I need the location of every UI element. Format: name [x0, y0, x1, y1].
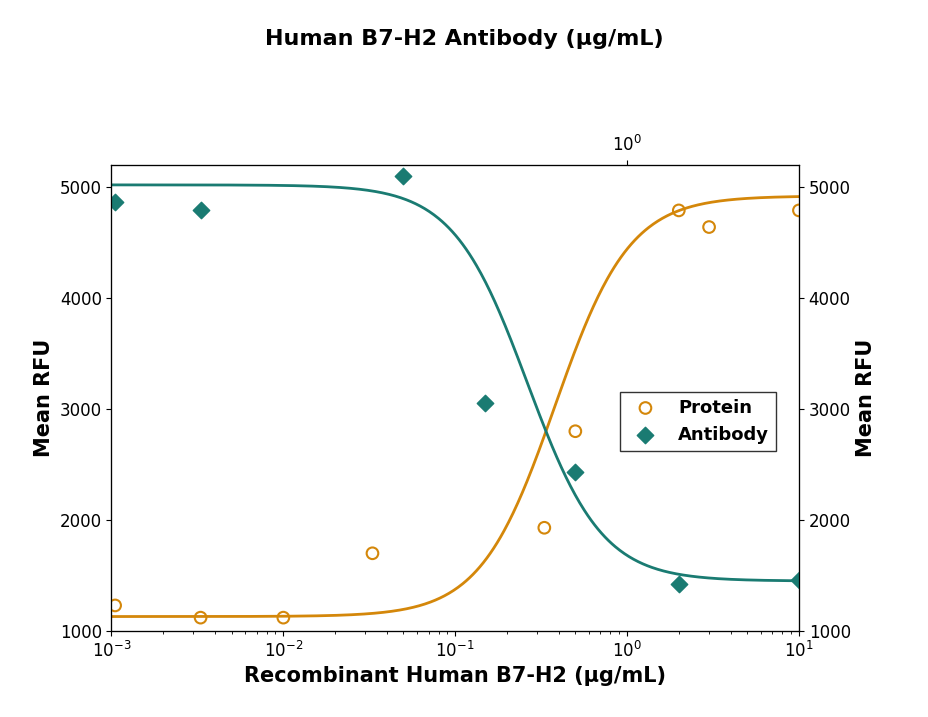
- Antibody: [671, 579, 686, 590]
- Legend: Protein, Antibody: Protein, Antibody: [620, 391, 775, 451]
- Protein: [108, 599, 122, 611]
- Protein: [193, 612, 208, 623]
- Protein: [701, 222, 715, 233]
- X-axis label: Recombinant Human B7-H2 (μg/mL): Recombinant Human B7-H2 (μg/mL): [244, 666, 665, 686]
- Text: Human B7-H2 Antibody (μg/mL): Human B7-H2 Antibody (μg/mL): [264, 29, 664, 49]
- Protein: [791, 204, 806, 216]
- Antibody: [193, 204, 208, 216]
- Protein: [276, 612, 290, 623]
- Antibody: [478, 398, 493, 409]
- Protein: [671, 204, 686, 216]
- Protein: [365, 548, 380, 559]
- Antibody: [108, 196, 122, 207]
- Antibody: [567, 467, 582, 478]
- Antibody: [395, 170, 410, 181]
- Y-axis label: Mean RFU: Mean RFU: [856, 339, 875, 457]
- Y-axis label: Mean RFU: Mean RFU: [34, 339, 54, 457]
- Antibody: [791, 574, 806, 586]
- Protein: [536, 522, 551, 533]
- Protein: [567, 425, 582, 437]
